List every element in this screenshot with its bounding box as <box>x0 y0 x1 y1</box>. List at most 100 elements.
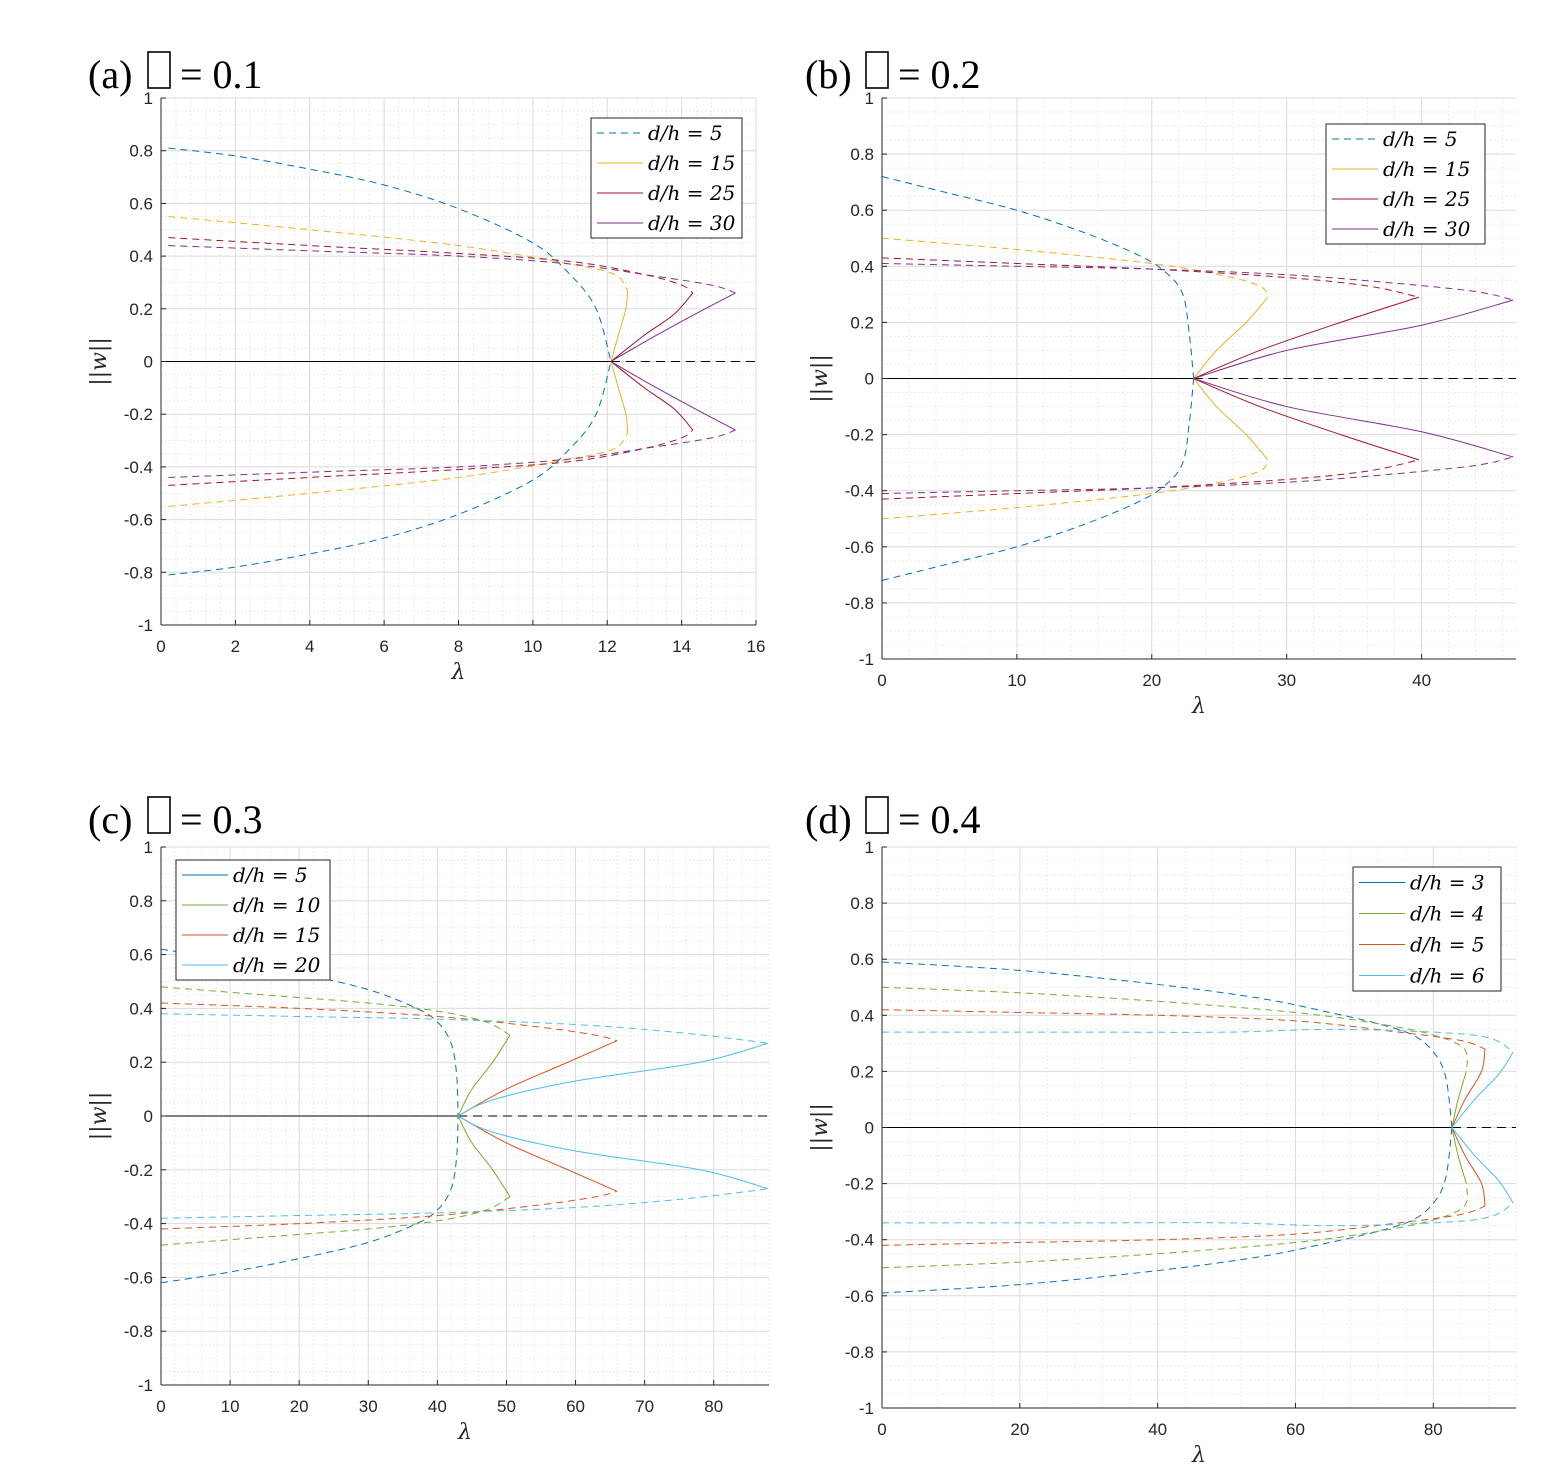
x-tick-label: 60 <box>566 1397 585 1416</box>
series-1-lower-unstable-branch <box>168 361 612 576</box>
series-3-upper-stable-branch <box>1451 1048 1486 1128</box>
series-2-upper-stable-branch <box>457 1035 511 1117</box>
series-3-upper-unstable-branch <box>881 257 1419 298</box>
series-3-lower-unstable-branch <box>881 1205 1486 1246</box>
series-4-lower-stable-branch <box>1193 378 1514 458</box>
series-2-upper-stable-branch <box>1193 296 1269 379</box>
series-1-upper-unstable-branch <box>168 147 612 362</box>
y-tick-label: 0.2 <box>129 300 153 319</box>
x-tick-label: 70 <box>635 1397 654 1416</box>
legend-entry: d/h = 30 <box>1383 217 1471 241</box>
legend-entry: d/h = 25 <box>1383 187 1470 211</box>
y-tick-label: 0 <box>144 353 153 372</box>
series-2-lower-unstable-branch <box>168 432 629 507</box>
x-axis-label: λ <box>451 660 466 685</box>
series-1-lower-unstable-branch <box>881 378 1195 581</box>
legend-entry: d/h = 5 <box>1410 933 1485 957</box>
x-axis-label: λ <box>457 1420 472 1445</box>
x-tick-label: 60 <box>1286 1420 1305 1439</box>
series-2-lower-unstable-branch <box>160 1196 511 1246</box>
x-tick-label: 80 <box>704 1397 723 1416</box>
y-tick-label: 1 <box>865 89 874 108</box>
y-tick-label: 1 <box>865 838 874 857</box>
y-tick-label: 0.4 <box>850 257 874 276</box>
y-tick-label: 0.6 <box>850 950 874 969</box>
y-tick-label: 0 <box>144 1107 153 1126</box>
series-2-lower-unstable-branch <box>881 1183 1468 1269</box>
y-tick-label: 1 <box>144 838 153 857</box>
series-3-upper-unstable-branch <box>881 1009 1486 1050</box>
series-3-lower-stable-branch <box>457 1115 618 1192</box>
x-tick-label: 10 <box>221 1397 240 1416</box>
panel-b-plot: 0 10 20 30 40 -1 -0.8 -0.6 -0.4 -0.2 0 0.2 0.4 0.6 0.8… <box>808 89 1516 719</box>
series-3-upper-unstable-branch <box>168 237 694 294</box>
panel-d-missing-glyph <box>865 796 889 834</box>
x-tick-label: 0 <box>877 1420 886 1439</box>
y-tick-label: -1 <box>138 616 153 635</box>
series-3-lower-unstable-branch <box>160 1190 618 1230</box>
panel-a-title-value: = 0.1 <box>180 52 263 97</box>
series-4-lower-stable-branch <box>610 361 736 431</box>
y-tick-label: -0.2 <box>845 426 874 445</box>
y-tick-label: 0.2 <box>850 313 874 332</box>
x-tick-label: 50 <box>497 1397 516 1416</box>
legend-entry: d/h = 3 <box>1410 871 1485 895</box>
x-tick-label: 20 <box>290 1397 309 1416</box>
panel-a-missing-glyph <box>147 51 171 89</box>
series-1-upper-unstable-branch <box>881 176 1195 379</box>
panel-d-title-value: = 0.4 <box>898 797 981 842</box>
x-tick-label: 14 <box>672 637 691 656</box>
y-tick-label: -0.6 <box>845 1287 874 1306</box>
series-3-lower-stable-branch <box>1451 1127 1486 1207</box>
x-tick-label: 6 <box>379 637 388 656</box>
series-1-upper-unstable-branch <box>881 961 1453 1128</box>
series-4-upper-stable-branch <box>610 292 736 362</box>
y-axis-label: ||w|| <box>808 354 833 402</box>
series-4-lower-unstable-branch <box>160 1188 768 1219</box>
panel-c: (c) = 0.3 0 10 20 30 40 50 60 70 80-1-0.8-0.6-0.… <box>87 796 770 1445</box>
x-tick-label: 40 <box>1412 671 1431 690</box>
y-tick-label: 1 <box>144 89 153 108</box>
panel-c-plot: 0 10 20 30 40 50 60 70 80 -1 -0.8 -0.6 -0.4 -0.2 0 0.2 0… <box>87 838 770 1445</box>
x-axis-label: λ <box>1191 1443 1206 1468</box>
series-2-lower-stable-branch <box>457 1115 511 1197</box>
series-3-lower-stable-branch <box>1193 378 1420 461</box>
x-tick-label: 16 <box>747 637 766 656</box>
series-2-upper-stable-branch <box>1451 1071 1467 1128</box>
y-tick-label: -0.6 <box>124 511 153 530</box>
y-tick-label: 0 <box>865 370 874 389</box>
series-4-lower-unstable-branch <box>881 456 1514 494</box>
series-2-upper-unstable-branch <box>168 216 629 291</box>
y-tick-label: -0.2 <box>124 405 153 424</box>
panel-c-title-value: = 0.3 <box>180 797 263 842</box>
series-4-lower-stable-branch <box>1451 1127 1514 1204</box>
series-2-lower-stable-branch <box>1451 1127 1467 1184</box>
y-tick-label: -0.8 <box>124 1322 153 1341</box>
y-tick-label: 0.8 <box>129 142 153 161</box>
x-tick-label: 30 <box>1277 671 1296 690</box>
y-axis-label: ||w|| <box>808 1103 833 1151</box>
series-2-upper-unstable-branch <box>160 986 511 1036</box>
y-axis-label: ||w|| <box>87 1092 112 1140</box>
series-4-upper-unstable-branch <box>881 263 1514 301</box>
y-tick-label: -0.2 <box>845 1175 874 1194</box>
panel-b-label: (b) <box>805 52 852 97</box>
x-tick-label: 30 <box>359 1397 378 1416</box>
y-tick-label: 0.2 <box>850 1062 874 1081</box>
x-tick-label: 0 <box>156 1397 165 1416</box>
y-tick-label: 0.4 <box>850 1006 874 1025</box>
legend-box <box>1325 123 1486 245</box>
series-2-lower-stable-branch <box>610 361 629 433</box>
series-1-lower-unstable-branch <box>160 1115 459 1284</box>
x-tick-label: 20 <box>1142 671 1161 690</box>
x-tick-label: 10 <box>1007 671 1026 690</box>
series-4-upper-unstable-branch <box>160 1013 768 1044</box>
series-4-upper-unstable-branch <box>168 245 736 294</box>
legend-entry: d/h = 30 <box>648 211 736 235</box>
panel-c-missing-glyph <box>147 796 171 834</box>
panel-a-label: (a) <box>88 52 132 97</box>
y-tick-label: -0.6 <box>845 538 874 557</box>
panel-c-label: (c) <box>88 797 132 842</box>
y-tick-label: 0.6 <box>129 946 153 965</box>
series-3-lower-stable-branch <box>610 361 694 431</box>
